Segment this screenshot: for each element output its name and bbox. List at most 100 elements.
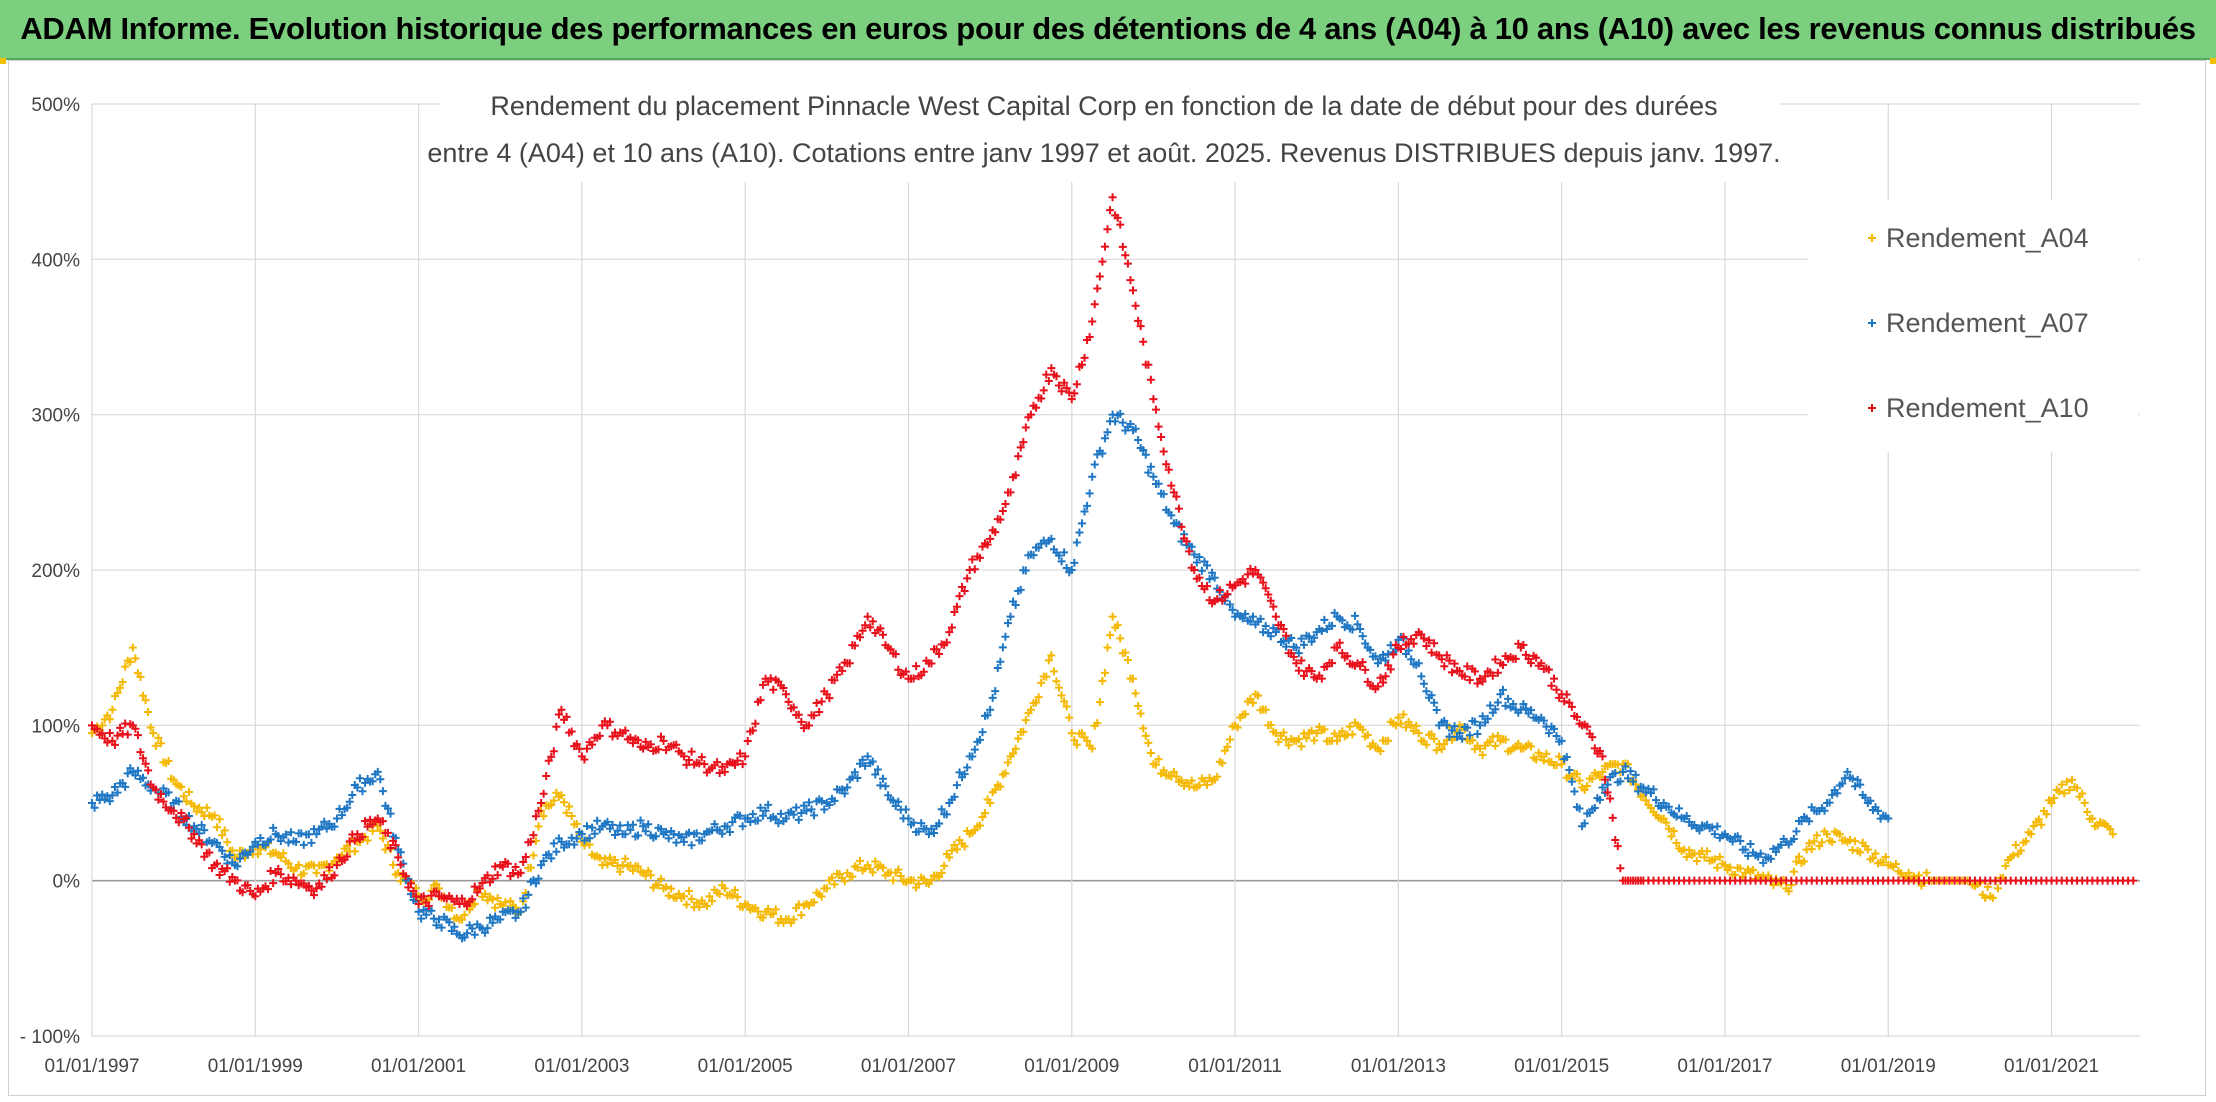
- interp-marker: [644, 820, 653, 829]
- interp-marker: [1631, 770, 1640, 779]
- interp-marker: [1055, 381, 1064, 390]
- interp-marker: [1580, 786, 1589, 795]
- data-point: [1476, 744, 1485, 753]
- interp-marker: [1442, 721, 1451, 730]
- interp-marker: [320, 817, 329, 826]
- interp-marker: [1238, 575, 1247, 584]
- interp-marker: [287, 880, 296, 889]
- interp-marker: [1151, 760, 1160, 769]
- data-point: [190, 802, 199, 811]
- interp-marker: [1246, 617, 1255, 626]
- interp-marker: [1016, 443, 1025, 452]
- interp-marker: [656, 874, 665, 883]
- data-point: [639, 822, 648, 831]
- interp-marker: [552, 847, 561, 856]
- interp-marker: [309, 891, 318, 900]
- interp-marker: [662, 882, 671, 891]
- interp-marker: [1504, 694, 1513, 703]
- interp-marker: [1590, 804, 1599, 813]
- interp-marker: [1259, 578, 1268, 587]
- interp-marker: [1672, 838, 1681, 847]
- interp-marker: [723, 822, 732, 831]
- interp-marker: [1463, 723, 1472, 732]
- interp-marker: [697, 836, 706, 845]
- data-point: [1006, 612, 1015, 621]
- interp-marker: [937, 868, 946, 877]
- interp-marker: [1032, 698, 1041, 707]
- interp-marker: [2016, 846, 2025, 855]
- interp-marker: [1195, 781, 1204, 790]
- interp-marker: [1085, 333, 1094, 342]
- interp-marker: [1646, 803, 1655, 812]
- interp-marker: [634, 831, 643, 840]
- interp-marker: [248, 842, 257, 851]
- interp-marker: [1172, 492, 1181, 501]
- interp-marker: [1511, 654, 1520, 663]
- interp-marker: [1011, 600, 1020, 609]
- interp-marker: [1177, 776, 1186, 785]
- data-point: [679, 752, 688, 761]
- interp-marker: [664, 891, 673, 900]
- interp-marker: [1111, 417, 1120, 426]
- interp-marker: [98, 729, 107, 738]
- interp-marker: [197, 840, 206, 849]
- interp-marker: [1126, 419, 1135, 428]
- interp-marker: [1562, 753, 1571, 762]
- interp-marker: [253, 850, 262, 859]
- interp-marker: [935, 650, 944, 659]
- interp-marker: [876, 624, 885, 633]
- interp-marker: [1146, 748, 1155, 757]
- interp-marker: [1983, 882, 1992, 891]
- interp-marker: [611, 831, 620, 840]
- interp-marker: [480, 928, 489, 937]
- interp-marker: [187, 834, 196, 843]
- interp-marker: [304, 830, 313, 839]
- interp-marker: [391, 841, 400, 850]
- interp-marker: [1055, 551, 1064, 560]
- interp-marker: [1052, 677, 1061, 686]
- data-point: [700, 760, 709, 769]
- interp-marker: [634, 862, 643, 871]
- interp-marker: [764, 800, 773, 809]
- interp-marker: [1879, 858, 1888, 867]
- interp-marker: [1350, 611, 1359, 620]
- interp-marker: [1805, 839, 1814, 848]
- interp-marker: [1141, 450, 1150, 459]
- interp-marker: [501, 898, 510, 907]
- interp-marker: [1437, 745, 1446, 754]
- interp-marker: [1106, 631, 1115, 640]
- legend-marker-Rendement_A07: [1868, 319, 1876, 327]
- interp-marker: [1072, 380, 1081, 389]
- interp-marker: [1297, 656, 1306, 665]
- interp-marker: [1187, 542, 1196, 551]
- interp-marker: [116, 683, 125, 692]
- interp-marker: [386, 809, 395, 818]
- interp-marker: [1521, 650, 1530, 659]
- interp-marker: [1009, 749, 1018, 758]
- interp-marker: [575, 744, 584, 753]
- interp-marker: [886, 645, 895, 654]
- y-tick-label: 500%: [31, 95, 80, 116]
- interp-marker: [1409, 726, 1418, 735]
- interp-marker: [1682, 852, 1691, 861]
- interp-marker: [1269, 602, 1278, 611]
- interp-marker: [1343, 652, 1352, 661]
- interp-marker: [718, 829, 727, 838]
- interp-marker: [419, 892, 428, 901]
- interp-marker: [218, 831, 227, 840]
- interp-marker: [825, 801, 834, 810]
- interp-marker: [1345, 722, 1354, 731]
- interp-marker: [738, 822, 747, 831]
- interp-marker: [685, 755, 694, 764]
- data-point: [149, 729, 158, 738]
- interp-marker: [304, 881, 313, 890]
- interp-marker: [621, 854, 630, 863]
- interp-marker: [1473, 730, 1482, 739]
- interp-marker: [988, 693, 997, 702]
- interp-marker: [542, 772, 551, 781]
- interp-marker: [174, 797, 183, 806]
- interp-marker: [1037, 394, 1046, 403]
- interp-marker: [1613, 842, 1622, 851]
- interp-marker: [503, 859, 512, 868]
- interp-marker: [789, 915, 798, 924]
